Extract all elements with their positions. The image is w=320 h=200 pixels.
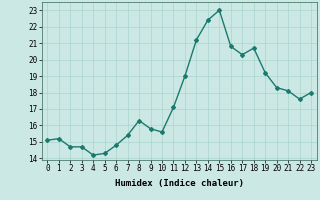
X-axis label: Humidex (Indice chaleur): Humidex (Indice chaleur) <box>115 179 244 188</box>
